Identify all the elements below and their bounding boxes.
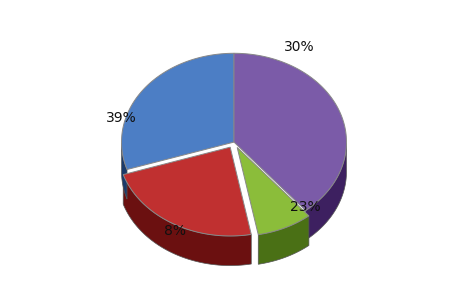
- Polygon shape: [234, 53, 346, 210]
- Text: 39%: 39%: [106, 111, 137, 126]
- Polygon shape: [306, 143, 346, 240]
- Polygon shape: [123, 147, 251, 236]
- Polygon shape: [123, 175, 251, 266]
- Polygon shape: [258, 216, 309, 264]
- Text: 8%: 8%: [164, 224, 186, 238]
- Polygon shape: [122, 53, 234, 170]
- Text: 23%: 23%: [290, 200, 321, 214]
- Polygon shape: [122, 143, 127, 199]
- Text: 30%: 30%: [284, 40, 314, 54]
- Polygon shape: [237, 147, 309, 235]
